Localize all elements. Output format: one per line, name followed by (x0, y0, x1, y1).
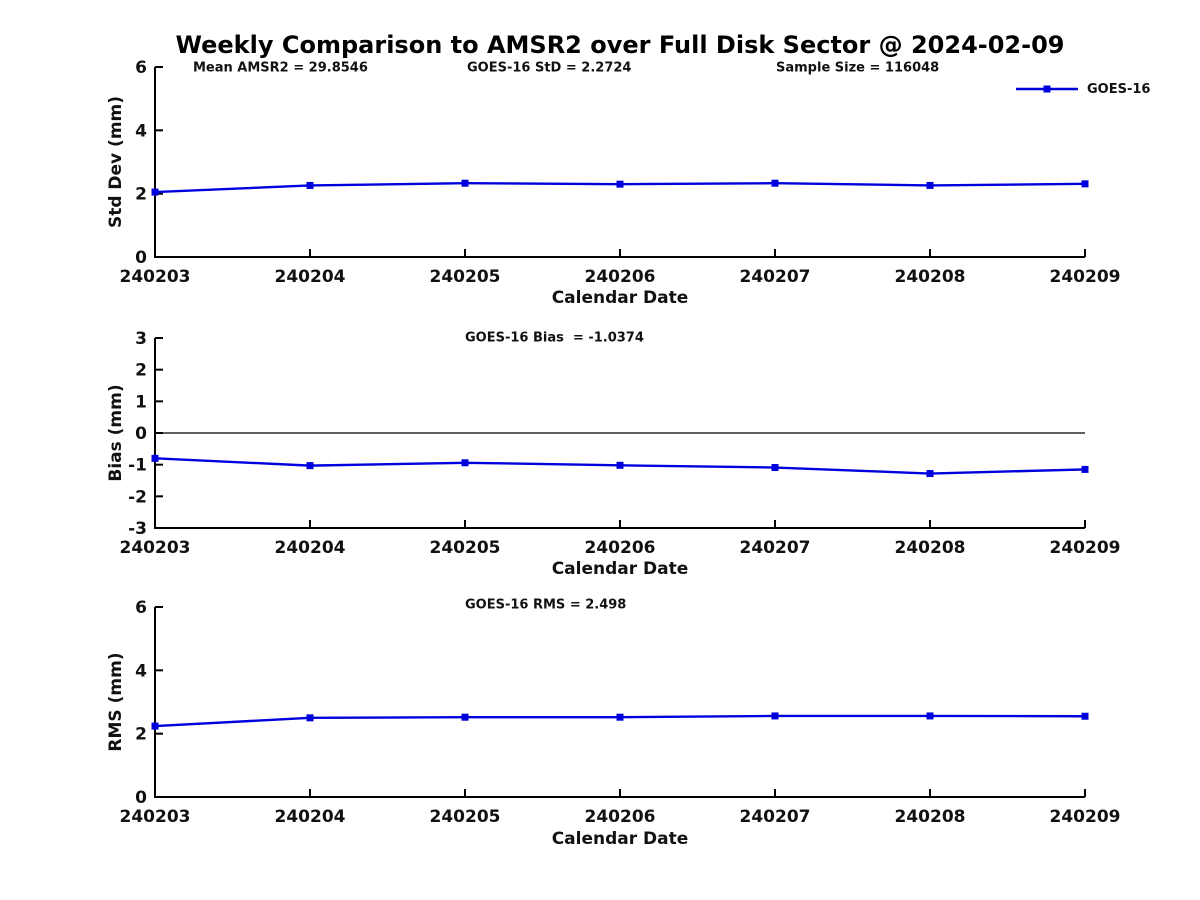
x-tick-label: 240205 (430, 267, 501, 287)
data-marker (306, 714, 314, 722)
y-axis-title-rms: RMS (mm) (106, 652, 126, 752)
data-marker (151, 454, 159, 462)
y-tick-label: 1 (135, 392, 147, 412)
y-tick-label: 0 (135, 248, 147, 268)
annotation-goes16-bias: GOES-16 Bias = -1.0374 (465, 330, 644, 346)
x-tick-label: 240204 (275, 807, 346, 827)
data-marker (461, 713, 469, 721)
legend-line-icon (1016, 85, 1078, 93)
y-tick-label: 4 (135, 661, 147, 681)
x-tick-label: 240207 (740, 807, 811, 827)
x-tick-label: 240209 (1050, 807, 1121, 827)
y-tick-label: 6 (135, 58, 147, 78)
x-tick-label: 240207 (740, 538, 811, 558)
legend: GOES-16 (1016, 81, 1150, 97)
x-axis-title-2: Calendar Date (551, 559, 689, 579)
y-tick-label: -1 (128, 456, 147, 476)
data-marker (1081, 712, 1089, 720)
x-tick-label: 240203 (120, 267, 191, 287)
x-tick-label: 240209 (1050, 538, 1121, 558)
figure-title: Weekly Comparison to AMSR2 over Full Dis… (175, 31, 1065, 59)
x-tick-label: 240207 (740, 267, 811, 287)
y-axis-title-stddev: Std Dev (mm) (106, 95, 126, 229)
data-marker (616, 713, 624, 721)
axis-lines (154, 607, 1085, 798)
legend-label: GOES-16 (1087, 81, 1151, 97)
y-tick-label: -2 (128, 487, 147, 507)
data-marker (461, 459, 469, 467)
data-marker (926, 181, 934, 189)
x-tick-label: 240208 (895, 267, 966, 287)
y-tick-label: -3 (128, 519, 147, 539)
data-marker (926, 712, 934, 720)
x-tick-label: 240209 (1050, 267, 1121, 287)
x-tick-label: 240203 (120, 807, 191, 827)
y-tick-label: 2 (135, 185, 147, 205)
y-tick-label: 0 (135, 788, 147, 808)
y-tick-label: 3 (135, 329, 147, 349)
y-axis-title-bias: Bias (mm) (106, 384, 126, 482)
data-marker (151, 188, 159, 196)
data-marker (771, 464, 779, 472)
x-tick-label: 240206 (585, 807, 656, 827)
x-tick-label: 240204 (275, 267, 346, 287)
data-marker (771, 179, 779, 187)
x-tick-label: 240205 (430, 807, 501, 827)
x-tick-label: 240208 (895, 538, 966, 558)
data-marker (926, 470, 934, 478)
data-marker (771, 712, 779, 720)
x-tick-label: 240203 (120, 538, 191, 558)
axis-lines (154, 67, 1085, 258)
data-marker (616, 180, 624, 188)
x-tick-label: 240206 (585, 267, 656, 287)
x-tick-label: 240204 (275, 538, 346, 558)
y-tick-label: 6 (135, 598, 147, 618)
data-marker (151, 722, 159, 730)
annotation-goes16-rms: GOES-16 RMS = 2.498 (465, 597, 627, 613)
y-tick-label: 2 (135, 361, 147, 381)
annotation-sample-size: Sample Size = 116048 (776, 60, 940, 76)
y-tick-label: 2 (135, 725, 147, 745)
x-tick-label: 240206 (585, 538, 656, 558)
data-marker (306, 181, 314, 189)
data-marker (306, 462, 314, 470)
data-marker (1081, 465, 1089, 473)
annotation-goes16-std: GOES-16 StD = 2.2724 (467, 60, 632, 76)
x-axis-title-3: Calendar Date (551, 829, 689, 849)
x-axis-title-1: Calendar Date (551, 288, 689, 308)
y-tick-label: 0 (135, 424, 147, 444)
x-tick-label: 240208 (895, 807, 966, 827)
data-marker (1081, 180, 1089, 188)
annotation-mean-amsr2: Mean AMSR2 = 29.8546 (193, 60, 368, 76)
y-tick-label: 4 (135, 121, 147, 141)
data-marker (616, 461, 624, 469)
data-marker (461, 179, 469, 187)
x-tick-label: 240205 (430, 538, 501, 558)
